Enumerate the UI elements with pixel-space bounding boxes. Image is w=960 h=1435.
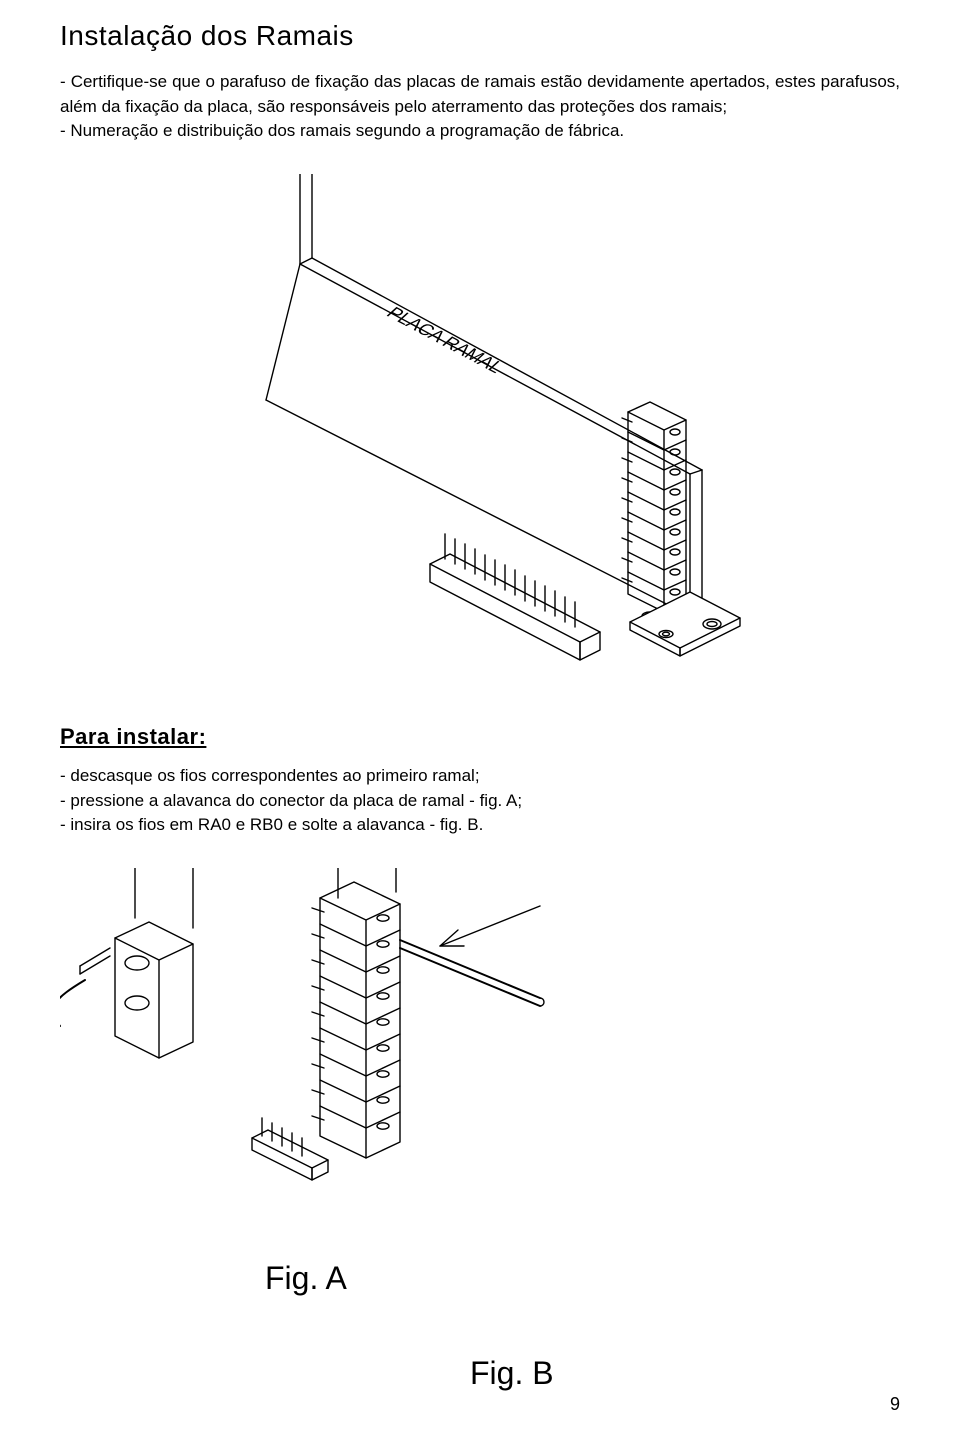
install-step-2: - pressione a alavanca do conector da pl…: [60, 789, 900, 814]
intro-paragraph: - Certifique-se que o parafuso de fixaçã…: [60, 70, 900, 144]
figure-a-b-diagram: [60, 868, 620, 1198]
install-steps: - descasque os fios correspondentes ao p…: [60, 764, 900, 838]
main-pcb-diagram: PLACA RAMAL: [170, 174, 790, 694]
intro-item-1: - Certifique-se que o parafuso de fixaçã…: [60, 70, 900, 119]
figure-a-label: Fig. A: [265, 1260, 347, 1297]
intro-item-2: - Numeração e distribuição dos ramais se…: [60, 119, 900, 144]
figure-b-label: Fig. B: [470, 1355, 554, 1392]
page-number: 9: [890, 1394, 900, 1415]
install-subtitle: Para instalar:: [60, 724, 900, 750]
install-step-3: - insira os fios em RA0 e RB0 e solte a …: [60, 813, 900, 838]
install-step-1: - descasque os fios correspondentes ao p…: [60, 764, 900, 789]
board-label: PLACA RAMAL: [382, 303, 508, 376]
page-title: Instalação dos Ramais: [60, 20, 900, 52]
